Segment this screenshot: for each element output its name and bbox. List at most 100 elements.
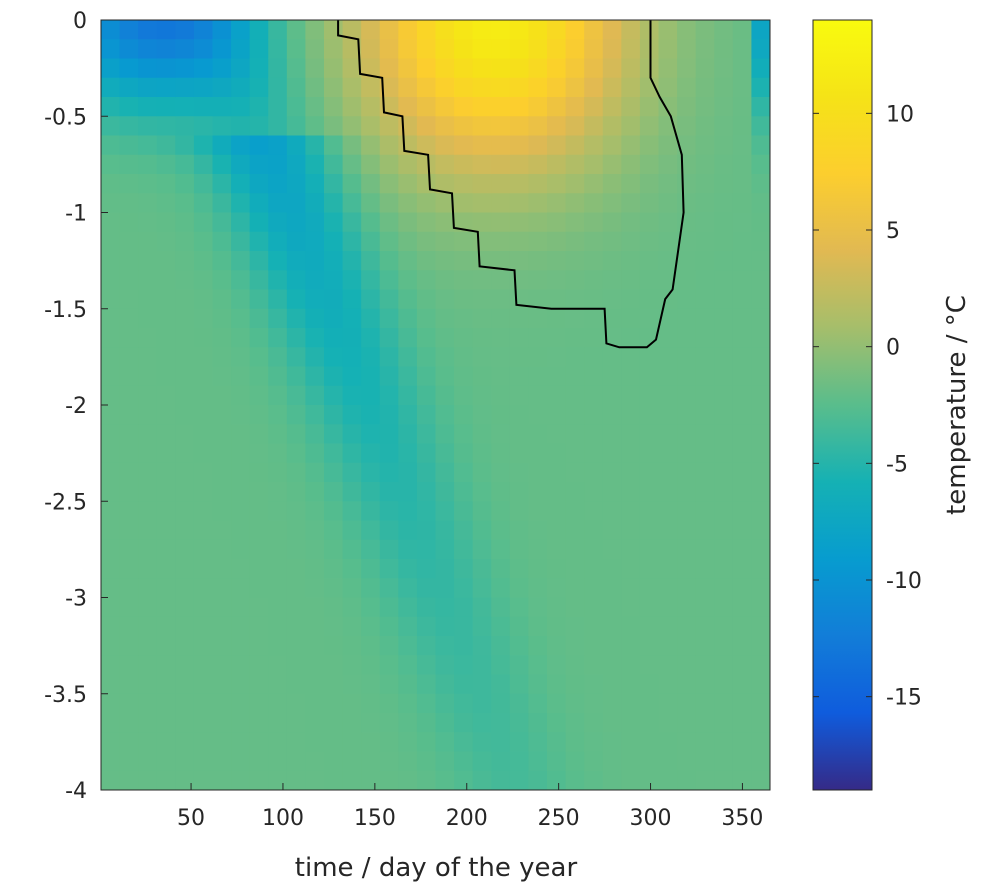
heatmap-cell bbox=[416, 693, 437, 714]
heatmap-cell bbox=[156, 405, 176, 425]
heatmap-cell bbox=[305, 462, 325, 483]
heatmap-cell bbox=[175, 366, 195, 387]
heatmap-cell bbox=[547, 251, 567, 271]
heatmap-cell bbox=[249, 636, 269, 656]
heatmap-cell bbox=[231, 174, 251, 194]
heatmap-cell bbox=[435, 597, 455, 618]
heatmap-cell bbox=[509, 39, 530, 60]
heatmap-cell bbox=[565, 713, 585, 733]
y-tick-label: -0.5 bbox=[44, 105, 87, 130]
heatmap-cell bbox=[547, 578, 567, 599]
heatmap-cell bbox=[156, 424, 176, 445]
heatmap-cell bbox=[454, 520, 474, 541]
heatmap-cell bbox=[528, 135, 548, 156]
heatmap-cell bbox=[565, 693, 585, 714]
heatmap-cell bbox=[732, 443, 753, 464]
heatmap-cell bbox=[193, 674, 214, 695]
heatmap-cell bbox=[286, 154, 307, 175]
heatmap-cell bbox=[695, 751, 715, 772]
heatmap-cell bbox=[677, 713, 697, 733]
heatmap-cell bbox=[528, 770, 548, 790]
heatmap-cell bbox=[212, 501, 232, 522]
heatmap-cell bbox=[584, 308, 604, 329]
heatmap-cell bbox=[751, 520, 770, 541]
heatmap-cell bbox=[639, 328, 660, 348]
heatmap-cell bbox=[156, 655, 176, 676]
heatmap-cell bbox=[324, 482, 344, 502]
heatmap-cell bbox=[268, 559, 288, 579]
heatmap-cell bbox=[416, 443, 437, 464]
heatmap-cell bbox=[695, 212, 715, 233]
heatmap-cell bbox=[565, 308, 585, 329]
heatmap-cell bbox=[249, 77, 269, 98]
heatmap-cell bbox=[138, 597, 158, 618]
heatmap-cell bbox=[435, 713, 455, 733]
heatmap-cell bbox=[491, 193, 511, 214]
heatmap-cell bbox=[584, 135, 604, 156]
heatmap-cell bbox=[398, 328, 418, 348]
heatmap-cell bbox=[193, 58, 214, 79]
heatmap-cell bbox=[677, 231, 697, 252]
heatmap-cell bbox=[212, 270, 232, 291]
heatmap-cell bbox=[528, 231, 548, 252]
heatmap-cell bbox=[528, 39, 548, 60]
heatmap-cell bbox=[175, 289, 195, 310]
heatmap-cell bbox=[509, 270, 530, 291]
heatmap-cell bbox=[584, 520, 604, 541]
heatmap-cell bbox=[602, 539, 622, 560]
heatmap-cell bbox=[324, 520, 344, 541]
heatmap-cell bbox=[231, 443, 251, 464]
heatmap-cell bbox=[491, 405, 511, 425]
heatmap-cell bbox=[231, 462, 251, 483]
heatmap-cell bbox=[175, 154, 195, 175]
heatmap-cell bbox=[305, 135, 325, 156]
heatmap-cell bbox=[119, 174, 139, 194]
heatmap-cell bbox=[732, 174, 753, 194]
heatmap-cell bbox=[379, 732, 399, 753]
heatmap-cell bbox=[491, 347, 511, 368]
heatmap-cell bbox=[584, 732, 604, 753]
heatmap-cell bbox=[732, 135, 753, 156]
heatmap-cell bbox=[509, 636, 530, 656]
heatmap-cell bbox=[286, 328, 307, 348]
heatmap-cell bbox=[379, 636, 399, 656]
heatmap-cell bbox=[175, 116, 195, 137]
heatmap-cell bbox=[324, 674, 344, 695]
heatmap-cell bbox=[342, 251, 362, 271]
heatmap-cell bbox=[361, 366, 381, 387]
heatmap-cell bbox=[156, 462, 176, 483]
heatmap-cell bbox=[565, 154, 585, 175]
heatmap-cell bbox=[286, 251, 307, 271]
heatmap-cell bbox=[286, 97, 307, 117]
heatmap-cell bbox=[305, 212, 325, 233]
heatmap-cell bbox=[342, 328, 362, 348]
heatmap-cell bbox=[732, 559, 753, 579]
heatmap-cell bbox=[602, 636, 622, 656]
heatmap-cell bbox=[416, 482, 437, 502]
heatmap-cell bbox=[751, 405, 770, 425]
heatmap-cell bbox=[565, 559, 585, 579]
heatmap-cell bbox=[138, 77, 158, 98]
heatmap-cell bbox=[361, 655, 381, 676]
heatmap-cell bbox=[509, 174, 530, 194]
heatmap-cell bbox=[175, 578, 195, 599]
heatmap-cell bbox=[584, 597, 604, 618]
heatmap-cell bbox=[175, 385, 195, 406]
heatmap-cell bbox=[324, 231, 344, 252]
heatmap-cell bbox=[324, 693, 344, 714]
heatmap-cell bbox=[528, 405, 548, 425]
heatmap-cell bbox=[101, 559, 121, 579]
heatmap-cell bbox=[416, 578, 437, 599]
heatmap-cell bbox=[565, 501, 585, 522]
heatmap-cell bbox=[138, 174, 158, 194]
heatmap-cell bbox=[528, 597, 548, 618]
heatmap-cell bbox=[231, 58, 251, 79]
heatmap-cell bbox=[435, 366, 455, 387]
heatmap-cell bbox=[379, 443, 399, 464]
heatmap-cell bbox=[658, 135, 678, 156]
heatmap-cell bbox=[398, 385, 418, 406]
heatmap-cell bbox=[212, 482, 232, 502]
heatmap-cell bbox=[398, 405, 418, 425]
heatmap-cell bbox=[175, 328, 195, 348]
heatmap-cell bbox=[249, 713, 269, 733]
